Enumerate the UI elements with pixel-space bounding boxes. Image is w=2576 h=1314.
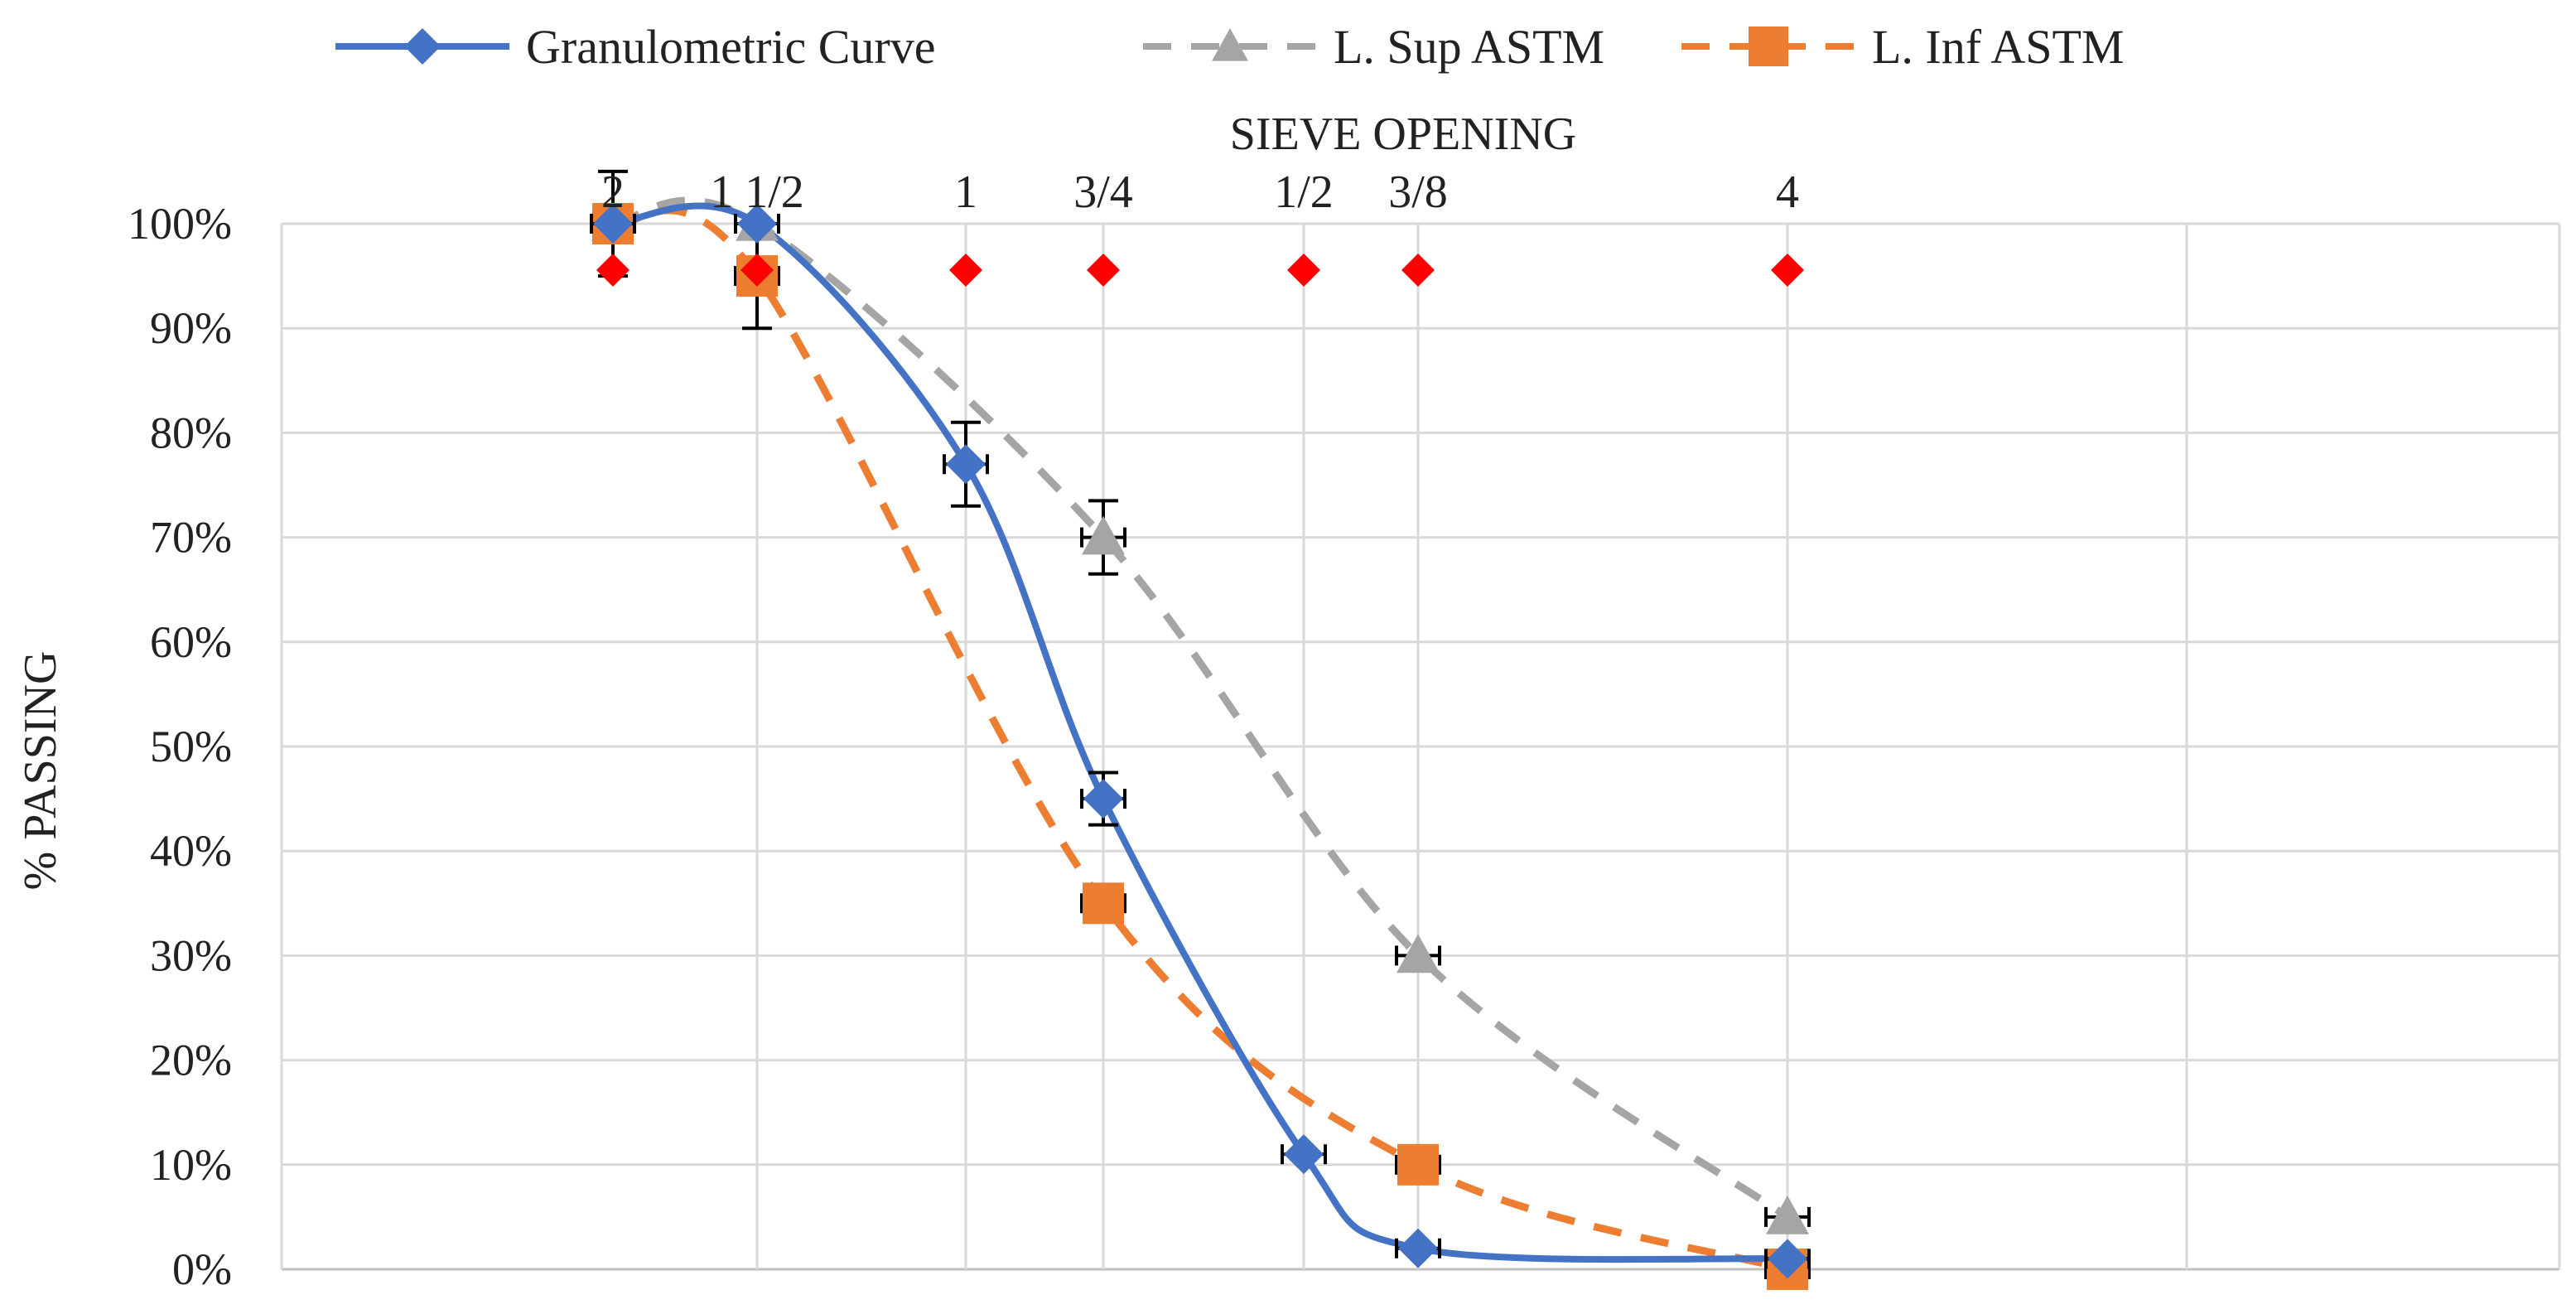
y-tick-label: 10% — [150, 1140, 232, 1190]
sieve-marker-diamond — [1087, 254, 1120, 287]
y-tick-label: 90% — [150, 303, 232, 353]
data-point-granulometric-curve — [593, 204, 633, 244]
y-tick-label: 70% — [150, 513, 232, 563]
sieve-marker-diamond — [949, 254, 982, 287]
legend-marker — [404, 28, 441, 65]
legend-entry-label: L. Sup ASTM — [1334, 20, 1604, 74]
legend-marker — [1749, 27, 1788, 66]
data-point-l-inf-astm — [1083, 882, 1124, 925]
gridlines — [280, 222, 2561, 1271]
y-tick-label: 60% — [150, 617, 232, 667]
legend-entry-label: Granulometric Curve — [526, 20, 935, 74]
sieve-labels: 2 1 1/2 1 3/4 1/2 3/8 4 — [596, 167, 1804, 287]
sieve-marker-diamond — [596, 254, 630, 287]
data-point-l-sup-astm — [1397, 934, 1440, 973]
series-layer — [611, 196, 1790, 1273]
y-tick-label: 30% — [150, 930, 232, 980]
series-line-l-inf-astm — [611, 206, 1789, 1273]
series-line-l-sup-astm — [612, 196, 1790, 1220]
data-point-granulometric-curve — [1398, 1228, 1438, 1268]
y-tick-label: 20% — [150, 1036, 232, 1085]
sieve-label: 4 — [1776, 167, 1799, 218]
sieve-label: 1 1/2 — [710, 167, 804, 218]
legend-entry-label: L. Inf ASTM — [1872, 20, 2125, 74]
data-point-granulometric-curve — [1083, 779, 1123, 819]
sieve-label: 3/4 — [1073, 167, 1133, 218]
sieve-label: 1 — [954, 167, 977, 218]
data-point-granulometric-curve — [737, 204, 777, 244]
y-tick-label: 80% — [150, 408, 232, 457]
series-line-granulometric-curve — [612, 202, 1788, 1263]
data-point-l-sup-astm — [1082, 515, 1125, 555]
sieve-marker-diamond — [1287, 254, 1320, 287]
sieve-marker-diamond — [1401, 254, 1435, 287]
sieve-label: 3/8 — [1388, 167, 1448, 218]
sieve-marker-diamond — [740, 254, 774, 287]
sieve-label: 1/2 — [1274, 167, 1334, 218]
data-point-l-inf-astm — [1397, 1143, 1439, 1186]
y-tick-label: 0% — [172, 1244, 232, 1294]
sieve-label: 2 — [601, 167, 625, 218]
y-tick-label: 100% — [128, 199, 232, 249]
legend-marker — [1212, 28, 1248, 61]
data-point-l-sup-astm — [1766, 1195, 1809, 1234]
y-axis-ticks: 0% 10% 20% 30% 40% 50% 60% 70% 80% 90% 100% — [128, 199, 232, 1294]
legend: Granulometric Curve L. Sup ASTM L. Inf AST… — [335, 20, 2125, 74]
data-point-granulometric-curve — [1768, 1239, 1807, 1279]
markers-layer — [590, 169, 1811, 1290]
x-axis-title: SIEVE OPENING — [1230, 109, 1576, 160]
y-tick-label: 50% — [150, 722, 232, 771]
data-point-granulometric-curve — [946, 444, 986, 485]
y-tick-label: 40% — [150, 826, 232, 876]
sieve-marker-diamond — [1771, 254, 1804, 287]
data-point-granulometric-curve — [1284, 1134, 1324, 1175]
y-axis-title: % PASSING — [15, 651, 66, 891]
